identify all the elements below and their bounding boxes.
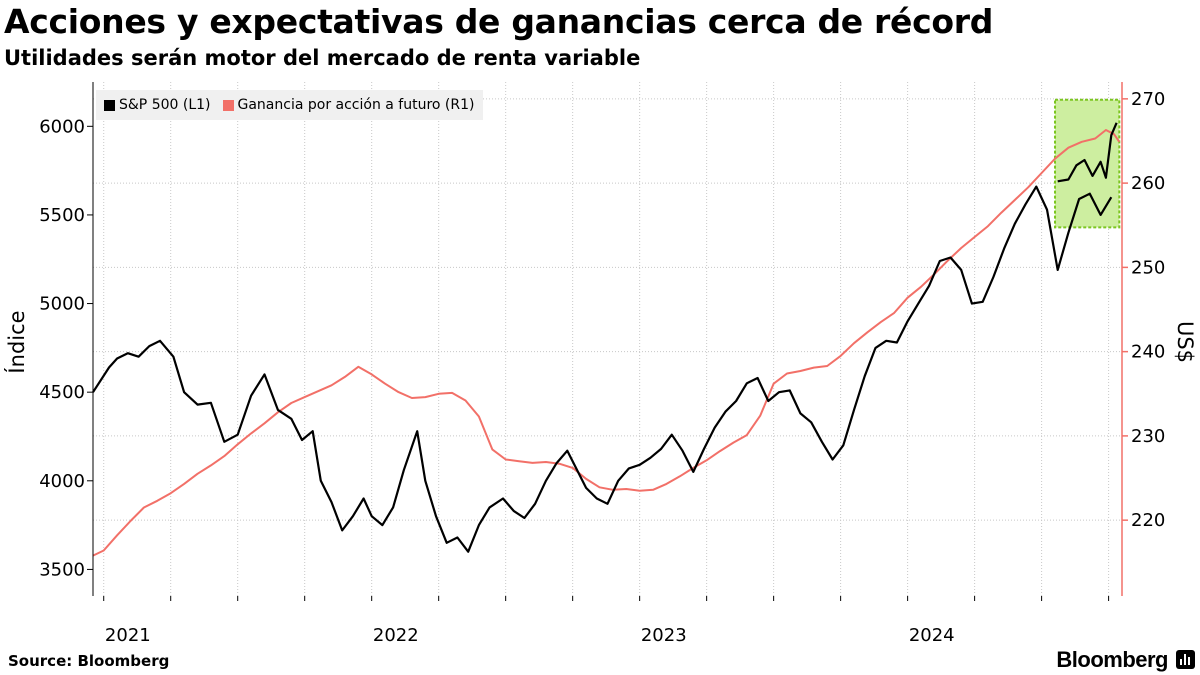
x-tick-label: 2021 — [105, 625, 151, 646]
x-tick-label: 2024 — [909, 625, 955, 646]
right-tick-label: 230 — [1131, 426, 1165, 447]
legend-label-eps: Ganancia por acción a futuro (R1) — [237, 97, 475, 113]
legend: S&P 500 (L1) Ganancia por acción a futur… — [96, 90, 483, 120]
right-tick-label: 220 — [1131, 510, 1165, 531]
series-layer — [92, 122, 1121, 557]
eps-forward-line — [92, 129, 1121, 557]
legend-swatch-sp500 — [104, 99, 115, 111]
bloomberg-logo: Bloomberg — [1056, 647, 1168, 672]
sp500-line — [92, 185, 1113, 553]
right-tick-label: 260 — [1131, 173, 1165, 194]
legend-item-sp500: S&P 500 (L1) — [104, 97, 211, 113]
right-axis-title: US$ — [1173, 321, 1197, 363]
x-tick-label: 2023 — [641, 625, 687, 646]
left-axis-title: Índice — [4, 310, 29, 373]
axes: 3500 4000 4500 5000 5500 6000 220 230 240 250 260 2… — [39, 82, 1165, 646]
right-tick-label: 270 — [1131, 89, 1165, 110]
grid — [93, 82, 1122, 596]
chart-title: Acciones y expectativas de ganancias cer… — [4, 2, 994, 41]
left-tick-label: 5500 — [39, 205, 85, 226]
right-tick-label: 240 — [1131, 342, 1165, 363]
legend-swatch-eps — [222, 99, 234, 111]
left-tick-label: 4500 — [39, 382, 85, 403]
legend-label-sp500: S&P 500 (L1) — [119, 97, 211, 113]
sp500-highlight-line — [1057, 122, 1118, 183]
left-tick-label: 6000 — [39, 116, 85, 137]
bloomberg-bar-icon — [1176, 650, 1195, 669]
legend-item-eps: Ganancia por acción a futuro (R1) — [222, 97, 475, 113]
left-tick-label: 5000 — [39, 294, 85, 315]
left-tick-label: 3500 — [39, 559, 85, 580]
right-tick-label: 250 — [1131, 257, 1165, 278]
left-tick-label: 4000 — [39, 471, 85, 492]
chart-subtitle: Utilidades serán motor del mercado de re… — [4, 46, 641, 70]
source-note: Source: Bloomberg — [8, 652, 170, 670]
x-tick-label: 2022 — [373, 625, 419, 646]
